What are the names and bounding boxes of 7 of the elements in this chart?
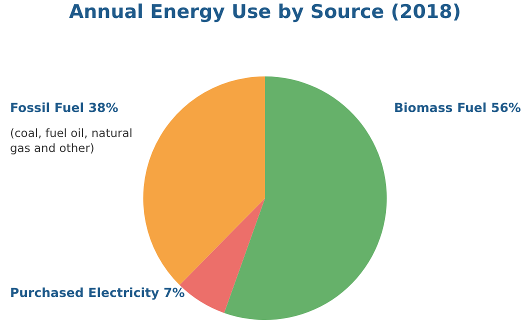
slice-label: Biomass Fuel 56% <box>394 100 522 115</box>
slice-label: Fossil Fuel 38% <box>10 100 119 115</box>
pie-slice <box>224 76 387 320</box>
slice-label: Purchased Electricity 7% <box>10 285 186 300</box>
text: (coal, fuel oil, natural gas and other) <box>10 126 133 155</box>
chart-title: Annual Energy Use by Source (2018) <box>68 1 462 24</box>
pie-slice <box>143 76 265 285</box>
